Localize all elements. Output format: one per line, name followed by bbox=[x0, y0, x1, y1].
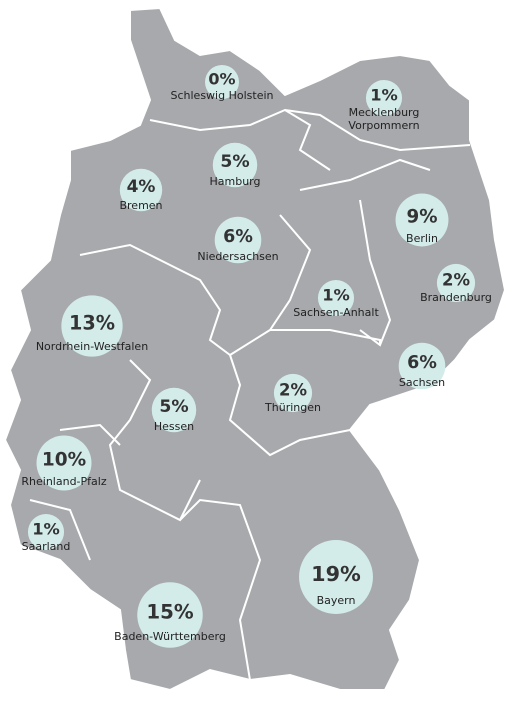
share-bubble bbox=[151, 387, 197, 433]
state-name: Berlin bbox=[406, 231, 438, 245]
state-name: Sachsen-Anhalt bbox=[293, 305, 379, 319]
state-name: Hamburg bbox=[209, 174, 261, 188]
state-name: Rheinland-Pfalz bbox=[21, 475, 107, 488]
share-label: 19% bbox=[311, 562, 361, 586]
share-label: 5% bbox=[220, 152, 250, 172]
state-name: Bayern bbox=[316, 593, 356, 607]
state-name: Baden-Württemberg bbox=[114, 629, 226, 643]
state-name: Brandenburg bbox=[420, 291, 492, 304]
share-label: 2% bbox=[441, 270, 471, 290]
share-label: 5% bbox=[159, 397, 189, 417]
share-label: 2% bbox=[278, 380, 308, 400]
share-label: 10% bbox=[41, 449, 87, 471]
state-name: Thüringen bbox=[265, 401, 321, 414]
share-bubble bbox=[273, 373, 313, 413]
share-label: 1% bbox=[32, 519, 60, 539]
share-bubble bbox=[436, 263, 476, 303]
state-name: Niedersachsen bbox=[197, 250, 279, 263]
state-name: Schleswig Holstein bbox=[170, 89, 274, 102]
state-name: Hessen bbox=[153, 419, 195, 433]
share-bubble bbox=[137, 582, 203, 648]
share-label: 13% bbox=[68, 311, 116, 335]
share-label: 1% bbox=[370, 85, 398, 105]
share-bubble bbox=[365, 79, 403, 117]
state-name: Saarland bbox=[21, 539, 71, 553]
share-bubble bbox=[299, 540, 373, 614]
share-label: 4% bbox=[126, 177, 156, 197]
share-label: 6% bbox=[407, 353, 437, 373]
share-bubble bbox=[395, 193, 449, 247]
share-bubble bbox=[119, 168, 163, 212]
state-name: Sachsen bbox=[398, 376, 446, 389]
share-bubble bbox=[317, 279, 355, 317]
share-bubble bbox=[205, 65, 239, 99]
share-bubble bbox=[61, 295, 123, 357]
share-label: 0% bbox=[208, 69, 236, 89]
share-bubble bbox=[36, 435, 92, 491]
share-label: 9% bbox=[406, 206, 438, 228]
share-label: 6% bbox=[223, 227, 253, 247]
share-bubble bbox=[398, 342, 446, 390]
state-name: Bremen bbox=[119, 199, 163, 212]
share-bubble bbox=[212, 142, 258, 188]
share-bubble bbox=[214, 216, 262, 264]
state-name: Nordrhein-Westfalen bbox=[35, 339, 149, 353]
share-label: 15% bbox=[146, 600, 194, 624]
share-label: 1% bbox=[322, 285, 350, 305]
state-name: Mecklenburg Vorpommern bbox=[348, 105, 420, 132]
share-bubble bbox=[27, 513, 65, 551]
state-borders bbox=[29, 108, 471, 681]
